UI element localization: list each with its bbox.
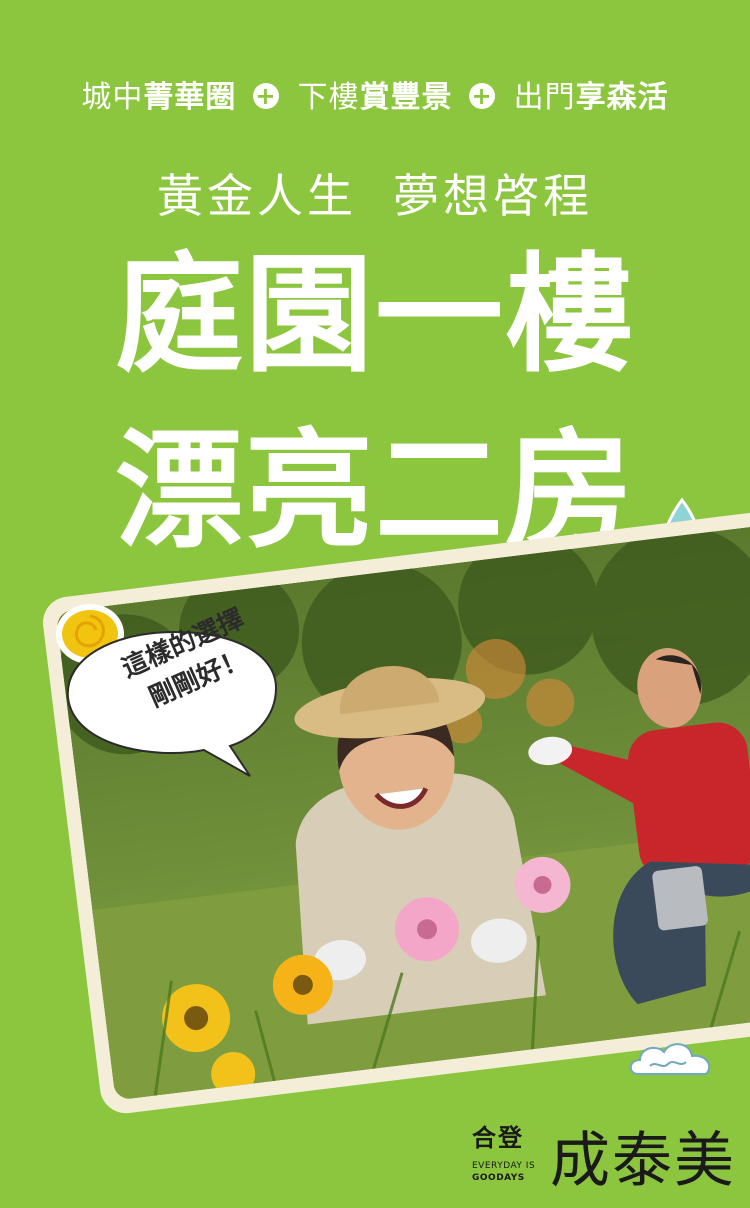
plus-icon: + [469, 83, 496, 109]
garden-photo [55, 522, 750, 1101]
tagline-bold-1: 菁華圈 [143, 80, 237, 115]
tagline: 城中菁華圈 + 下樓賞豐景 + 出門享森活 [0, 72, 750, 116]
plus-icon: + [252, 83, 279, 109]
tagline-light-2: 下樓 [297, 80, 360, 115]
photo-frame [40, 507, 750, 1117]
cloud-doodle-icon [629, 1043, 711, 1075]
tagline-light-1: 城中 [81, 80, 144, 115]
tagline-bold-3: 享森活 [575, 80, 669, 115]
subtitle: 黃金人生 夢想啓程 [0, 160, 750, 226]
speech-bubble-shape [66, 630, 278, 777]
company-name: 合登 [472, 1124, 524, 1152]
slogan-line-1: EVERYDAY IS [472, 1161, 536, 1171]
brand-logo: 合登 EVERYDAY IS GOODAYS 成泰美 [472, 1108, 742, 1196]
slogan-line-2: GOODAYS [472, 1173, 525, 1183]
brand-slogan: EVERYDAY IS GOODAYS [472, 1160, 535, 1184]
headline-line-2: 漂亮二房 [114, 417, 635, 566]
tagline-bold-2: 賞豐景 [359, 80, 453, 115]
tagline-light-3: 出門 [513, 80, 576, 115]
project-name: 成泰美 [550, 1126, 736, 1196]
gardening-scene-illustration [55, 522, 750, 1101]
headline-line-1: 庭園一樓 [114, 241, 635, 390]
subtitle-part-1: 黃金人生 [157, 169, 357, 223]
subtitle-part-2: 夢想啓程 [393, 169, 593, 223]
